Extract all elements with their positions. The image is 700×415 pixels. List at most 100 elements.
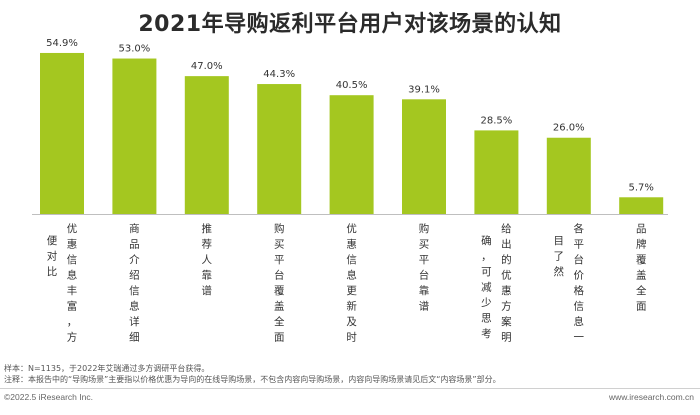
category-label-char: 格 <box>574 284 585 297</box>
category-label-char: 谱 <box>419 300 430 313</box>
category-label-char: 及 <box>346 316 357 328</box>
data-label: 26.0% <box>553 123 585 134</box>
category-label-char: 明 <box>501 332 512 344</box>
category-label-char: 覆 <box>274 285 285 297</box>
category-label-char: 息 <box>574 315 585 328</box>
category-label-char: 品 <box>129 239 140 251</box>
category-label-char: 丰 <box>67 284 78 297</box>
category-label-char: 细 <box>129 331 140 344</box>
footer-divider <box>0 388 700 389</box>
bar <box>474 130 519 214</box>
category-label-char: 信 <box>67 254 78 266</box>
category-label-char: 覆 <box>636 254 647 266</box>
category-label-char: 惠 <box>67 238 78 251</box>
bar <box>257 84 302 214</box>
category-label-char: 信 <box>574 301 585 313</box>
category-label-char: 靠 <box>202 269 213 282</box>
category-label-char: 对 <box>47 250 58 263</box>
data-label: 53.0% <box>119 44 151 55</box>
category-label-char: 考 <box>481 328 492 340</box>
category-label-char: 的 <box>501 253 512 266</box>
category-label-char: 介 <box>129 254 140 266</box>
category-label-char: 谱 <box>202 284 213 297</box>
category-label-char: 面 <box>636 301 647 313</box>
category-label-char: 了 <box>554 251 565 263</box>
footnote: 注释：本报告中的“导购场景”主要指以价格优惠为导向的在线导购场景，不包含内容向导… <box>4 375 501 384</box>
category-label-char: 给 <box>501 222 512 235</box>
category-label-char: 荐 <box>202 239 213 251</box>
category-label-char: 然 <box>554 265 565 278</box>
data-label: 54.9% <box>46 38 78 49</box>
category-label-char: 台 <box>419 269 430 282</box>
category-label-char: ， <box>67 316 78 328</box>
category-label-char: 绍 <box>129 269 140 282</box>
category-label-char: 出 <box>501 238 512 251</box>
category-label-char: 比 <box>47 265 58 278</box>
category-label-char: 购 <box>419 222 430 235</box>
category-label-char: ， <box>481 251 492 263</box>
category-label-char: 购 <box>274 222 285 235</box>
category-label-char: 平 <box>419 254 430 266</box>
category-label-char: 息 <box>346 269 357 282</box>
category-label-char: 买 <box>274 239 285 251</box>
category-label-char: 盖 <box>274 300 285 313</box>
category-label-char: 全 <box>636 284 647 297</box>
category-label-char: 可 <box>481 266 492 278</box>
data-label: 5.7% <box>628 182 653 193</box>
category-label-char: 台 <box>574 253 585 266</box>
sample-note: 样本：N=1135，于2022年艾瑞通过多方调研平台获得。 <box>4 364 210 373</box>
chart-notes: 样本：N=1135，于2022年艾瑞通过多方调研平台获得。 注释：本报告中的“导… <box>4 363 501 385</box>
category-label-char: 方 <box>67 331 78 344</box>
category-label-char: 人 <box>202 254 213 266</box>
category-label-char: 富 <box>67 300 78 313</box>
category-label-char: 便 <box>47 234 58 247</box>
category-label-char: 面 <box>274 332 285 344</box>
category-label-char: 详 <box>129 315 140 328</box>
category-label-char: 更 <box>346 285 357 297</box>
bar <box>402 99 446 214</box>
category-label-char: 平 <box>274 254 285 266</box>
copyright-text: ©2022.5 iResearch Inc. <box>4 392 93 402</box>
category-label-char: 品 <box>636 223 647 235</box>
category-label-char: 台 <box>274 269 285 282</box>
category-label-char: 牌 <box>636 238 647 251</box>
category-label-char: 优 <box>346 222 357 235</box>
bar <box>329 95 374 214</box>
bar-chart: 54.9%优惠信息丰富，方便对比53.0%商品介绍信息详细47.0%推荐人靠谱4… <box>32 38 668 344</box>
category-label-char: 全 <box>274 315 285 328</box>
data-label: 40.5% <box>336 80 368 91</box>
category-label-char: 信 <box>346 254 357 266</box>
category-label-char: 盖 <box>636 269 647 282</box>
category-label-char: 思 <box>481 313 492 325</box>
category-label-char: 息 <box>129 300 140 313</box>
category-label-char: 惠 <box>501 284 512 297</box>
category-label-char: 少 <box>481 297 492 309</box>
website-url: www.iresearch.com.cn <box>608 392 694 402</box>
category-label-char: 买 <box>419 239 430 251</box>
category-label-char: 价 <box>574 270 585 282</box>
bar <box>40 52 84 215</box>
bar <box>546 137 591 214</box>
category-label-char: 平 <box>574 239 585 251</box>
category-label-char: 优 <box>501 269 512 282</box>
bar <box>112 58 157 215</box>
chart-title: 2021年导购返利平台用户对该场景的认知 <box>138 12 562 37</box>
data-label: 39.1% <box>408 84 440 95</box>
category-label-char: 商 <box>129 222 140 235</box>
category-label-char: 新 <box>346 300 357 313</box>
category-label-char: 一 <box>574 332 585 344</box>
category-label-char: 优 <box>67 222 78 235</box>
category-label-char: 方 <box>501 300 512 313</box>
data-label: 28.5% <box>481 115 513 126</box>
category-label-char: 信 <box>129 285 140 297</box>
category-label-char: 惠 <box>346 238 357 251</box>
data-label: 47.0% <box>191 61 223 72</box>
category-label-char: 确 <box>481 234 492 247</box>
category-label-char: 目 <box>554 235 565 247</box>
category-label-char: 时 <box>346 332 357 344</box>
category-label-char: 推 <box>202 222 213 235</box>
category-label-char: 案 <box>501 315 512 328</box>
category-label-char: 各 <box>574 222 585 235</box>
data-label: 44.3% <box>263 69 295 80</box>
category-label-char: 息 <box>67 269 78 282</box>
